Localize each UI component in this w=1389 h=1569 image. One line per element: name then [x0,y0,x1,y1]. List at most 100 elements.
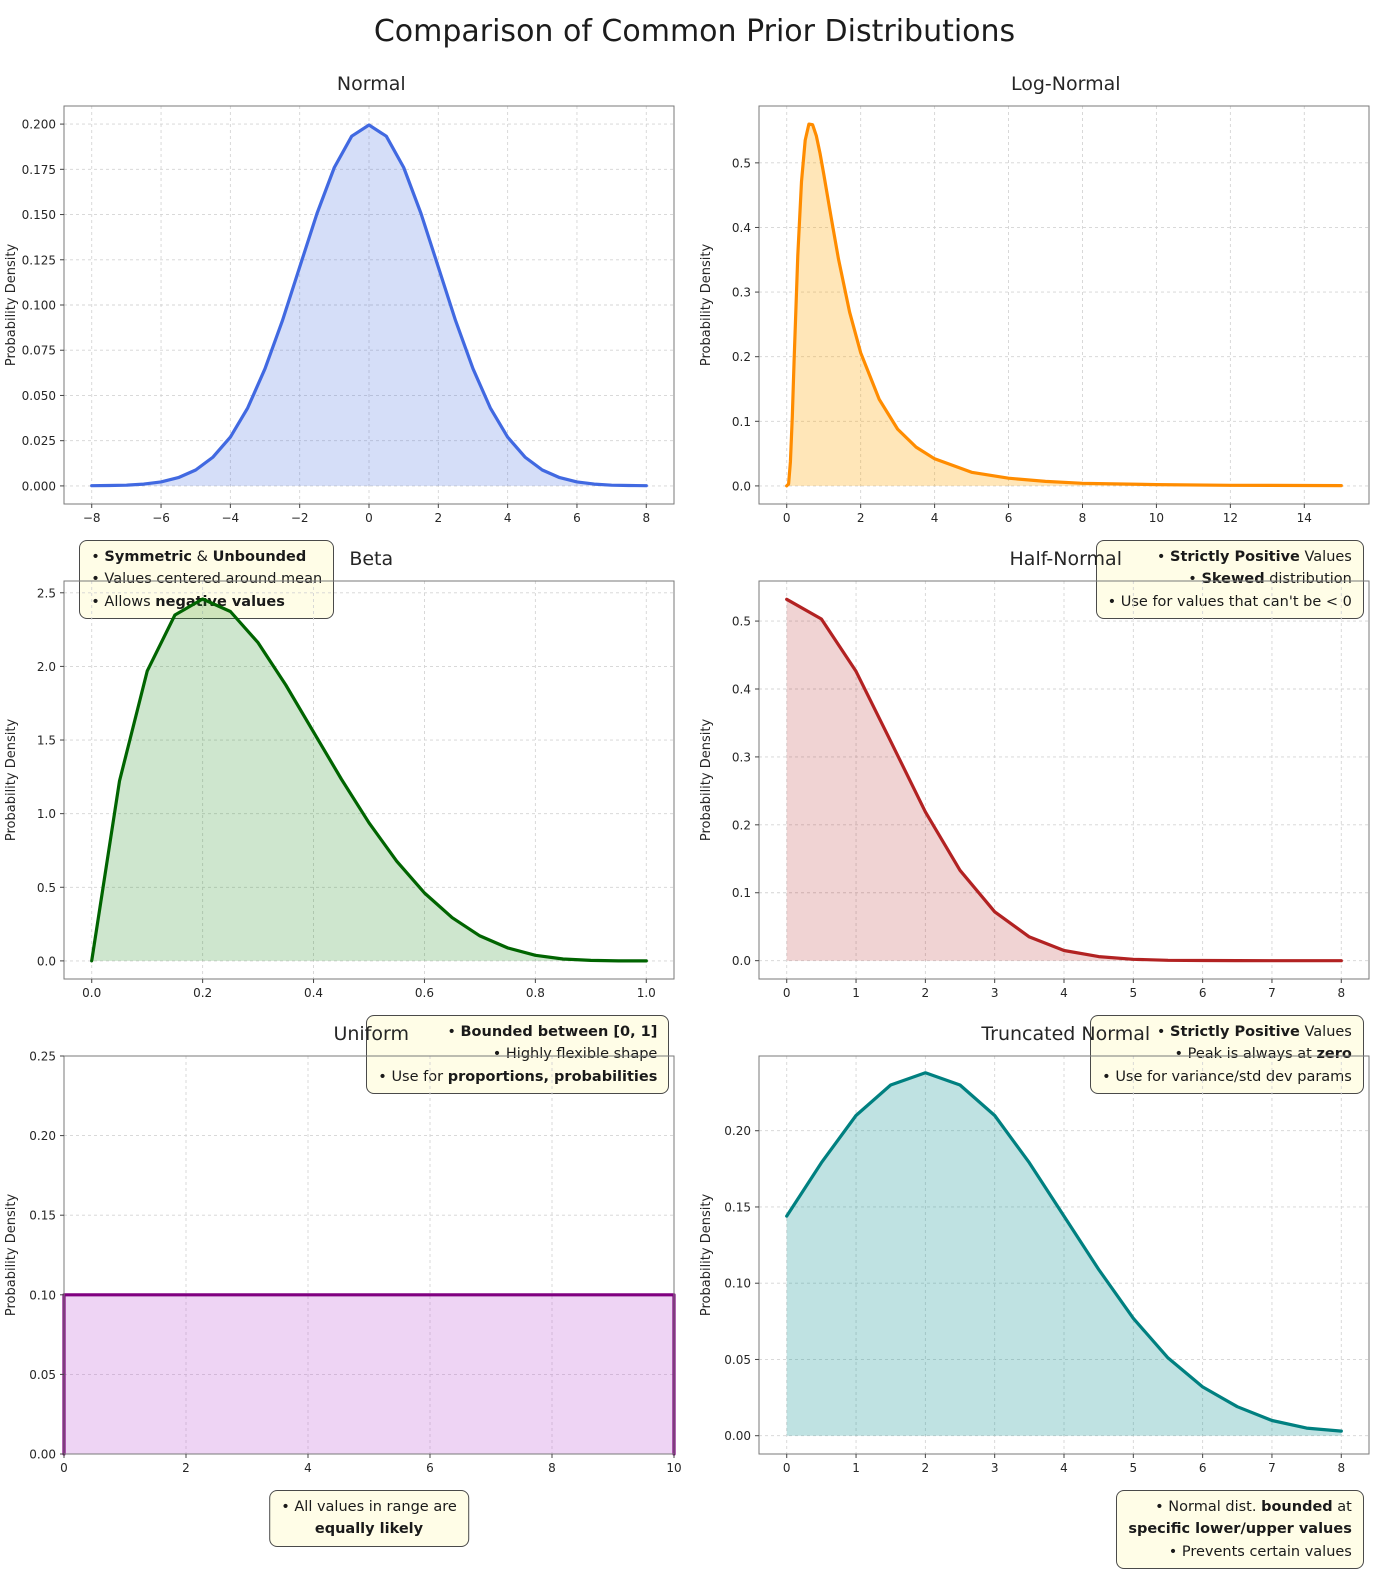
svg-text:0.1: 0.1 [731,415,750,429]
svg-text:0.100: 0.100 [22,299,56,313]
svg-text:−8: −8 [83,511,101,525]
svg-text:0: 0 [365,511,373,525]
svg-text:7: 7 [1268,986,1276,1000]
svg-text:2: 2 [921,986,929,1000]
svg-text:Probability Density: Probability Density [699,244,714,367]
figure-header: Comparison of Common Prior Distributions [0,0,1389,53]
svg-text:6: 6 [573,511,581,525]
svg-text:6: 6 [1198,986,1206,1000]
svg-text:0.0: 0.0 [37,954,56,968]
svg-text:2: 2 [434,511,442,525]
svg-text:0.05: 0.05 [724,1353,751,1367]
svg-text:0.0: 0.0 [731,954,750,968]
svg-text:8: 8 [642,511,650,525]
chart-title-beta: Beta [0,542,695,573]
chart-title-truncated-normal: Truncated Normal [695,1017,1389,1048]
svg-text:0.3: 0.3 [731,286,750,300]
svg-text:0.6: 0.6 [415,986,434,1000]
svg-text:4: 4 [1060,1461,1068,1475]
svg-text:5: 5 [1129,986,1137,1000]
svg-text:4: 4 [930,511,938,525]
svg-text:4: 4 [504,511,512,525]
chart-title-log-normal: Log-Normal [695,67,1389,98]
chart-title-normal: Normal [0,67,695,98]
svg-text:0.1: 0.1 [731,886,750,900]
svg-text:3: 3 [990,986,998,1000]
svg-text:0.10: 0.10 [724,1277,751,1291]
svg-text:0.4: 0.4 [304,986,323,1000]
svg-text:1: 1 [852,1461,860,1475]
svg-text:0.20: 0.20 [724,1124,751,1138]
svg-text:14: 14 [1296,511,1311,525]
svg-text:0.5: 0.5 [731,156,750,170]
svg-text:4: 4 [1060,986,1068,1000]
figure: { "page_title": "Comparison of Common Pr… [0,0,1389,1505]
svg-text:0.4: 0.4 [731,221,750,235]
svg-text:1.5: 1.5 [37,734,56,748]
svg-text:8: 8 [1337,1461,1345,1475]
svg-text:0.025: 0.025 [22,434,56,448]
svg-text:0.25: 0.25 [29,1050,56,1064]
svg-text:0.2: 0.2 [193,986,212,1000]
svg-text:1.0: 1.0 [637,986,656,1000]
svg-text:7: 7 [1268,1461,1276,1475]
svg-text:0.20: 0.20 [29,1129,56,1143]
svg-text:0.0: 0.0 [82,986,101,1000]
svg-text:0.05: 0.05 [29,1368,56,1382]
svg-text:2: 2 [921,1461,929,1475]
svg-text:0.4: 0.4 [731,682,750,696]
svg-text:3: 3 [990,1461,998,1475]
svg-text:0.2: 0.2 [731,818,750,832]
svg-text:2: 2 [182,1461,190,1475]
svg-text:6: 6 [1004,511,1012,525]
svg-text:10: 10 [666,1461,681,1475]
svg-text:0.15: 0.15 [724,1200,751,1214]
svg-text:10: 10 [1148,511,1163,525]
svg-text:0.0: 0.0 [731,479,750,493]
svg-text:12: 12 [1222,511,1237,525]
svg-text:1: 1 [852,986,860,1000]
svg-text:0.000: 0.000 [22,479,56,493]
svg-text:4: 4 [304,1461,312,1475]
page-title: Comparison of Common Prior Distributions [0,14,1389,49]
svg-text:0.200: 0.200 [22,118,56,132]
svg-text:0.8: 0.8 [526,986,545,1000]
svg-text:0: 0 [60,1461,68,1475]
svg-text:Probability Density: Probability Density [4,1194,19,1317]
svg-text:0.5: 0.5 [37,881,56,895]
svg-text:−6: −6 [152,511,170,525]
svg-text:8: 8 [548,1461,556,1475]
svg-text:6: 6 [1198,1461,1206,1475]
chart-title-uniform: Uniform [0,1017,695,1048]
svg-text:8: 8 [1078,511,1086,525]
svg-text:0.150: 0.150 [22,208,56,222]
svg-text:2.0: 2.0 [37,660,56,674]
svg-text:Probability Density: Probability Density [4,719,19,842]
svg-text:0.10: 0.10 [29,1288,56,1302]
svg-text:Probability Density: Probability Density [699,719,714,842]
svg-text:1.0: 1.0 [37,807,56,821]
svg-text:0.00: 0.00 [724,1429,751,1443]
svg-text:0.2: 0.2 [731,350,750,364]
svg-text:0.00: 0.00 [29,1448,56,1462]
svg-text:Probability Density: Probability Density [699,1194,714,1317]
svg-text:8: 8 [1337,986,1345,1000]
svg-text:6: 6 [426,1461,434,1475]
svg-text:0: 0 [782,1461,790,1475]
svg-text:2: 2 [856,511,864,525]
svg-text:0.3: 0.3 [731,750,750,764]
svg-text:0.5: 0.5 [731,615,750,629]
